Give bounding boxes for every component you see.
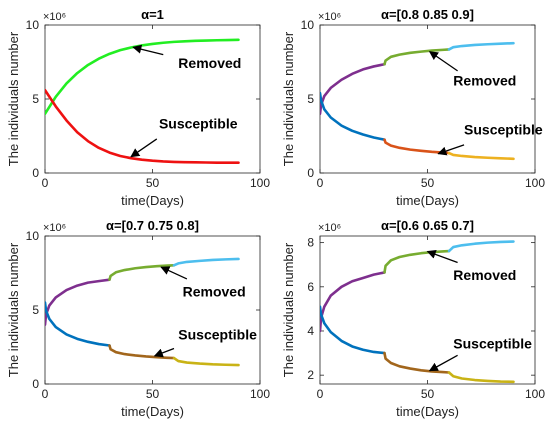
chart-title: α=[0.7 0.75 0.8] (106, 218, 199, 233)
y-tick-label: 0 (32, 377, 39, 391)
series-line-removed-segment-3 (447, 240, 515, 253)
y-tick-label: 8 (307, 236, 314, 250)
series-line-removed-segment-3 (447, 41, 515, 51)
series-line-removed-segment-2 (383, 48, 451, 66)
annotation-label: Susceptible (178, 327, 257, 343)
x-tick-label: 50 (421, 387, 435, 401)
y-tick-label: 0 (32, 166, 39, 180)
y-tick-label: 10 (26, 18, 40, 32)
x-tick-label: 50 (421, 176, 435, 190)
x-tick-label: 0 (42, 387, 49, 401)
x-tick-label: 0 (42, 176, 49, 190)
series-line-removed-segment-1 (45, 278, 111, 327)
series-line-susceptible-segment-2 (383, 351, 451, 374)
y-tick-label: 5 (307, 92, 314, 106)
y-tick-label: 4 (307, 324, 314, 338)
axes-box (44, 24, 261, 174)
annotation-arrow (153, 347, 175, 358)
chart-title: α=1 (141, 7, 164, 22)
series-line-susceptible-segment-3 (447, 371, 515, 384)
y-exponent-label: ×10⁶ (43, 222, 66, 234)
annotation-arrow (428, 354, 458, 372)
annotation-arrow (130, 138, 158, 158)
x-tick-label: 100 (525, 176, 545, 190)
x-tick-label: 50 (146, 387, 160, 401)
annotation-arrow (437, 144, 465, 156)
x-axis-label: time(Days) (396, 404, 459, 419)
x-tick-label: 100 (525, 387, 545, 401)
annotation-arrow (132, 44, 164, 56)
y-tick-label: 0 (307, 166, 314, 180)
annotation-arrow (426, 250, 458, 264)
x-tick-label: 0 (317, 387, 324, 401)
series-line-removed-segment-1 (320, 271, 386, 333)
annotation-label: Removed (453, 73, 516, 89)
x-tick-label: 100 (250, 176, 270, 190)
annotation-arrow (428, 51, 458, 72)
series-line-removed-segment-1 (320, 62, 386, 116)
x-tick-label: 100 (250, 387, 270, 401)
chart-panel-4: 0 50 100 2 4 6 8 ×10⁶ α=[0.6 0.65 0.7] time(Days)… (281, 218, 545, 419)
series-line-susceptible-segment-1 (320, 91, 386, 141)
chart-title: α=[0.6 0.65 0.7] (381, 218, 474, 233)
y-axis-label: The individuals number (281, 242, 296, 377)
y-tick-label: 10 (301, 18, 315, 32)
x-axis-label: time(Days) (396, 193, 459, 208)
series-line-removed-segment-2 (108, 264, 176, 281)
annotation-label: Removed (183, 284, 246, 300)
series-line-susceptible-segment-3 (172, 356, 240, 367)
series-line-susceptible-segment-3 (447, 151, 515, 161)
y-axis-label: The individuals number (281, 31, 296, 166)
y-tick-label: 6 (307, 280, 314, 294)
x-axis-label: time(Days) (121, 404, 184, 419)
x-tick-label: 50 (146, 176, 160, 190)
chart-panel-3: 0 50 100 0 5 10×10⁶ α=[0.7 0.75 0.8] time(Days)… (6, 218, 270, 419)
axes-box (319, 235, 536, 385)
y-exponent-label: ×10⁶ (318, 222, 341, 234)
series-line-removed-segment-2 (383, 249, 451, 274)
x-tick-label: 0 (317, 176, 324, 190)
annotation-label: Removed (178, 55, 241, 71)
annotation-label: Susceptible (453, 336, 532, 352)
chart-title: α=[0.8 0.85 0.9] (381, 7, 474, 22)
annotation-label: Susceptible (159, 116, 238, 132)
annotation-label: Removed (453, 267, 516, 283)
series-line-susceptible-segment-2 (108, 344, 176, 360)
y-exponent-label: ×10⁶ (318, 11, 341, 23)
series-line-susceptible-segment-1 (45, 301, 111, 347)
y-tick-label: 2 (307, 368, 314, 382)
y-axis-label: The individuals number (6, 31, 21, 166)
y-tick-label: 5 (32, 92, 39, 106)
annotation-label: Susceptible (464, 122, 543, 138)
y-tick-label: 10 (26, 229, 40, 243)
y-axis-label: The individuals number (6, 242, 21, 377)
chart-panel-1: 0 50 100 0 5 10×10⁶ α=1 time(Days) The individua… (6, 7, 270, 208)
series-line-susceptible-segment-1 (45, 88, 240, 164)
chart-panel-2: 0 50 100 0 5 10×10⁶ α=[0.8 0.85 0.9] time(Days)… (281, 7, 545, 208)
annotation-arrow (160, 266, 188, 280)
series-line-removed-segment-1 (45, 38, 240, 116)
x-axis-label: time(Days) (121, 193, 184, 208)
y-tick-label: 5 (32, 303, 39, 317)
series-line-removed-segment-3 (172, 257, 240, 267)
y-exponent-label: ×10⁶ (43, 11, 66, 23)
series-line-susceptible-segment-1 (320, 305, 386, 355)
series-line-susceptible-segment-2 (383, 138, 451, 155)
